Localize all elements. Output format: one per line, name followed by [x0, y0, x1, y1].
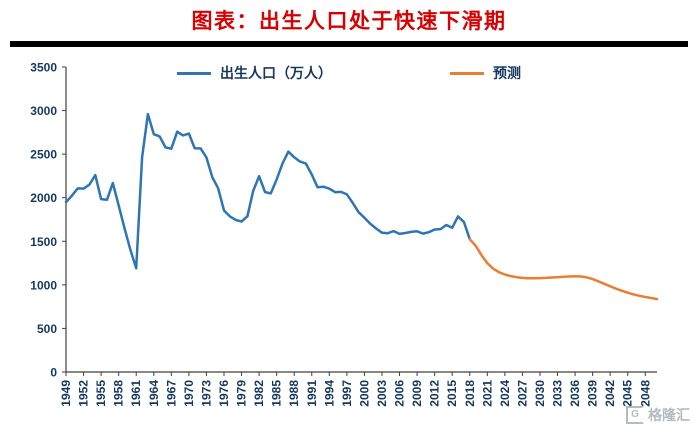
page-title: 图表：出生人口处于快速下滑期: [191, 10, 507, 33]
svg-text:2012: 2012: [428, 380, 442, 407]
svg-text:1979: 1979: [235, 380, 249, 407]
line-chart-svg: 0 500 1000 1500 2000 2500 3000 3500 1949 1952 1955…: [30, 61, 659, 407]
svg-text:500: 500: [37, 322, 57, 336]
svg-text:2036: 2036: [568, 380, 582, 407]
birth-population-chart: 出生人口（万人） 预测 0 500 1000 1500 2000 2500 3000 3500…: [0, 47, 698, 429]
svg-text:1952: 1952: [77, 380, 91, 407]
svg-text:2027: 2027: [515, 380, 529, 407]
svg-text:2006: 2006: [393, 380, 407, 407]
svg-text:1991: 1991: [305, 380, 319, 407]
gelonghui-watermark-text: 格隆汇: [648, 407, 690, 423]
svg-text:1967: 1967: [164, 380, 178, 407]
svg-text:0: 0: [50, 366, 57, 380]
svg-text:1955: 1955: [94, 380, 108, 407]
svg-text:3000: 3000: [30, 104, 57, 118]
svg-text:1985: 1985: [270, 380, 284, 407]
gelonghui-logo-icon: G: [626, 406, 644, 424]
svg-text:1997: 1997: [340, 380, 354, 407]
svg-text:1982: 1982: [252, 380, 266, 407]
svg-text:2009: 2009: [410, 380, 424, 407]
svg-text:1961: 1961: [129, 380, 143, 407]
svg-text:2021: 2021: [480, 380, 494, 407]
svg-text:1973: 1973: [199, 380, 213, 407]
title-divider: [10, 41, 688, 47]
svg-text:2024: 2024: [498, 380, 512, 407]
svg-text:3500: 3500: [30, 61, 57, 75]
gelonghui-watermark: G 格隆汇: [626, 405, 690, 425]
svg-text:1976: 1976: [217, 380, 231, 407]
svg-text:1970: 1970: [182, 380, 196, 407]
svg-text:1000: 1000: [30, 278, 57, 292]
svg-text:2018: 2018: [463, 380, 477, 407]
svg-text:1964: 1964: [147, 380, 161, 407]
svg-text:2015: 2015: [445, 380, 459, 407]
svg-text:2030: 2030: [533, 380, 547, 407]
svg-text:2045: 2045: [621, 380, 635, 407]
svg-text:2042: 2042: [603, 380, 617, 407]
svg-text:1994: 1994: [322, 380, 336, 407]
svg-text:1500: 1500: [30, 235, 57, 249]
svg-text:2500: 2500: [30, 148, 57, 162]
svg-text:1958: 1958: [112, 380, 126, 407]
svg-text:1988: 1988: [287, 380, 301, 407]
svg-text:2003: 2003: [375, 380, 389, 407]
svg-text:2033: 2033: [551, 380, 565, 407]
svg-text:2000: 2000: [30, 191, 57, 205]
svg-text:2000: 2000: [357, 380, 371, 407]
svg-text:1949: 1949: [59, 380, 73, 407]
svg-text:2039: 2039: [586, 380, 600, 407]
svg-text:2048: 2048: [638, 380, 652, 407]
